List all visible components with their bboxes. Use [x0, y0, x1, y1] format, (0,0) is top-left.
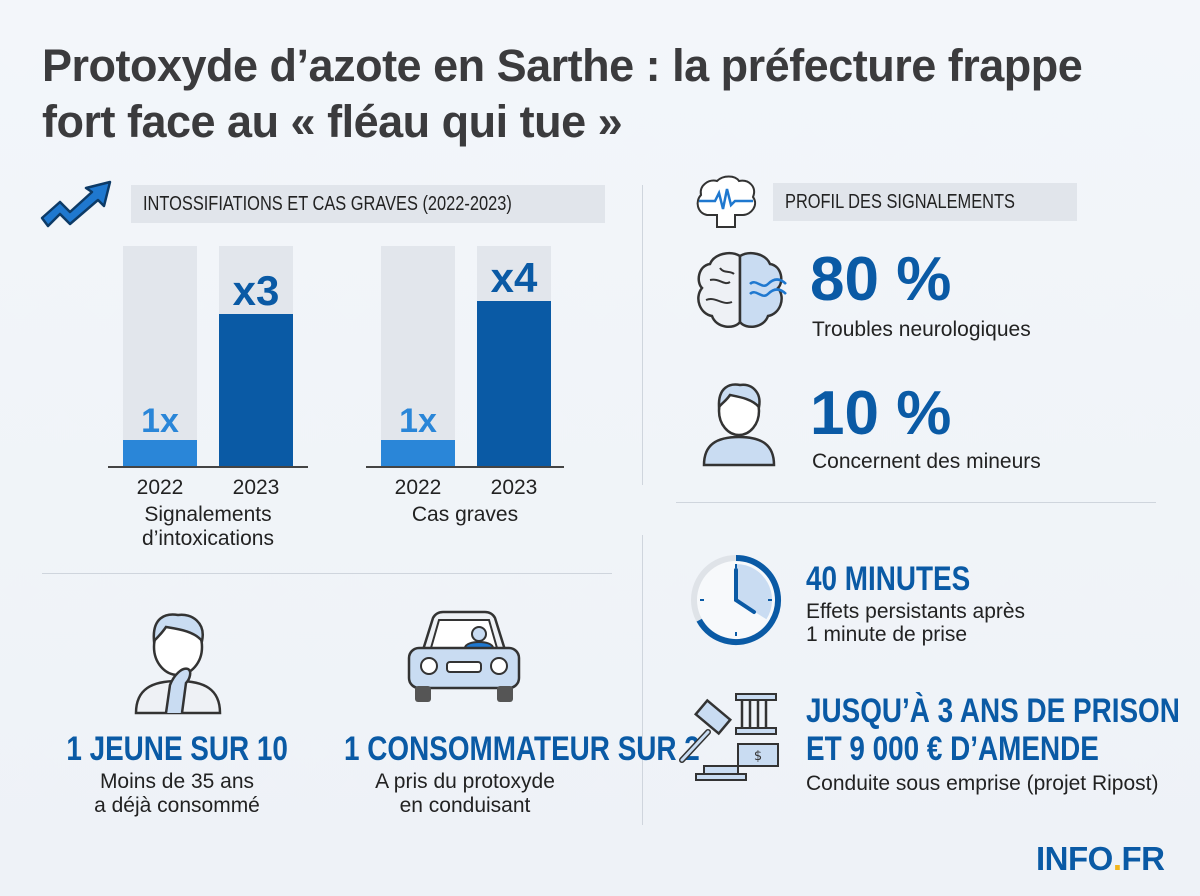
stat-headline: 40 MINUTES	[806, 560, 971, 598]
stat-headline: ET 9 000 € D’AMENDE	[806, 730, 1099, 768]
bar-fill	[123, 439, 197, 466]
divider	[676, 502, 1156, 503]
bar-fill	[219, 314, 293, 466]
brand-text: FR	[1121, 840, 1166, 877]
data-label: x3	[232, 267, 280, 315]
tick-label: 2023	[232, 476, 280, 499]
tick-label: 2023	[490, 476, 538, 499]
stat-description: A pris du protoxyde	[375, 770, 555, 793]
bar-fill	[477, 301, 551, 466]
data-label: 1x	[399, 401, 437, 440]
bar-2023-signalements: x3	[219, 246, 293, 466]
person-inhaling-icon	[134, 613, 222, 715]
svg-text:$: $	[754, 749, 762, 764]
brand-text: INFO	[1036, 840, 1113, 877]
car-driver-icon	[407, 610, 521, 702]
stat-headline: JUSQU’À 3 ANS DE PRISON	[806, 692, 1180, 730]
tick-label: 2022	[136, 476, 184, 499]
stat-description: Effets persistants après	[806, 600, 1026, 623]
bar-fill	[381, 439, 455, 466]
divider	[42, 573, 612, 574]
brain-pulse-icon	[696, 175, 757, 228]
tick-label: 2022	[394, 476, 442, 499]
brand-dot: .	[1112, 840, 1122, 877]
stat-label: Troubles neurologiques	[812, 318, 1031, 341]
page-title: Protoxyde d’azote en Sarthe : la préfect…	[42, 40, 1083, 147]
data-label: 1x	[141, 401, 179, 440]
stat-value: 10 %	[810, 379, 952, 448]
gavel-prison-money-icon: $	[679, 693, 779, 781]
bar-2023-cas-graves: x4	[477, 246, 551, 466]
section-header-profil: PROFIL DES SIGNALEMENTS	[773, 183, 1078, 221]
clock-icon	[691, 555, 781, 645]
stat-description: 1 minute de prise	[806, 623, 968, 646]
brain-icon	[697, 252, 787, 329]
x-axis-label: Signalements d’intoxications	[142, 503, 274, 550]
stat-headline: 1 JEUNE SUR 10	[66, 730, 288, 768]
stat-description: Moins de 35 ans	[99, 770, 255, 793]
stat-value: 80 %	[810, 245, 952, 314]
stat-description: Conduite sous emprise (projet Ripost)	[806, 772, 1159, 795]
data-label: x4	[490, 254, 538, 301]
trend-up-arrow-icon	[40, 180, 112, 228]
stat-description: en conduisant	[399, 794, 531, 817]
bar-2022-cas-graves: 1x	[381, 246, 455, 466]
stat-description: a déjà consommé	[94, 794, 260, 817]
stat-label: Concernent des mineurs	[812, 450, 1041, 473]
child-icon	[702, 383, 776, 467]
axis-baseline	[366, 466, 564, 468]
section-header-intoxications: INTOSSIFIATIONS ET CAS GRAVES (2022-2023…	[131, 185, 605, 223]
stat-headline: 1 CONSOMMATEUR SUR 2	[344, 730, 700, 768]
divider	[642, 185, 643, 485]
axis-baseline	[108, 466, 308, 468]
bar-2022-signalements: 1x	[123, 246, 197, 466]
x-axis-label: Cas graves	[411, 503, 519, 526]
brand-logo: INFO.FR	[1036, 840, 1165, 878]
divider	[642, 535, 643, 825]
